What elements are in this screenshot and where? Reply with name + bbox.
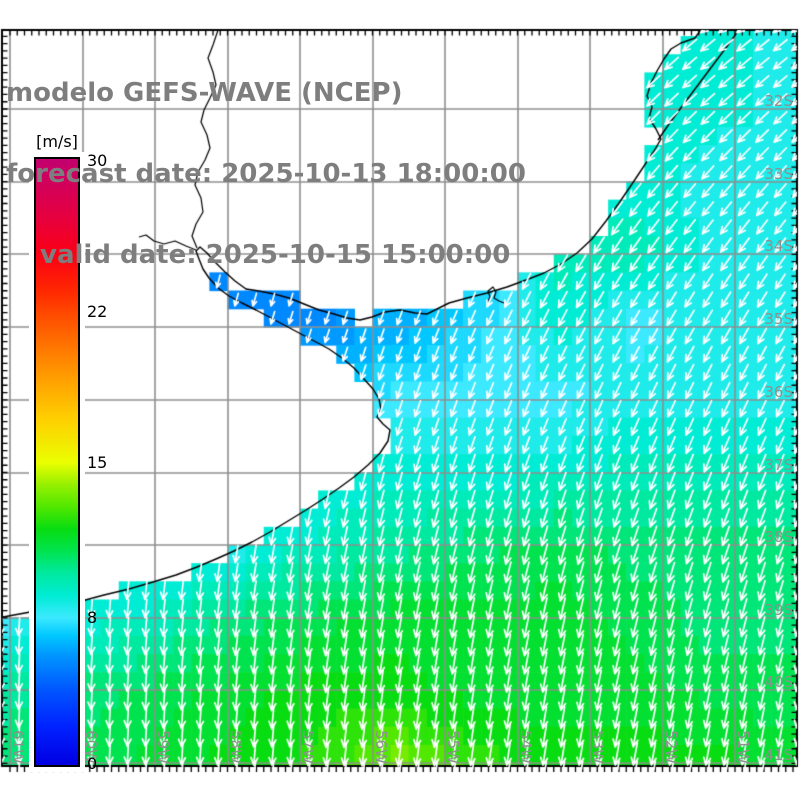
lon-label: 55W: [444, 730, 462, 764]
lon-label: 56W: [372, 730, 390, 764]
lat-label: 36S: [764, 383, 793, 401]
colorbar: [34, 157, 80, 767]
lon-label: 54W: [517, 730, 535, 764]
colorbar-tick-label: 0: [87, 754, 98, 773]
lon-label: 58W: [227, 730, 245, 764]
lon-label: 52W: [662, 730, 680, 764]
lat-label: 41S: [764, 746, 793, 764]
colorbar-tick-label: 30: [87, 151, 108, 170]
map-title-block: modelo GEFS-WAVE (NCEP) forecast date: 2…: [6, 26, 526, 323]
lon-label: 57W: [299, 730, 317, 764]
lat-label: 38S: [764, 528, 793, 546]
lat-label: 40S: [764, 673, 793, 691]
lon-label: 59W: [154, 730, 172, 764]
lat-label: 32S: [764, 92, 793, 110]
colorbar-gradient: [36, 159, 78, 765]
lat-label: 37S: [764, 456, 793, 474]
colorbar-tick-label: 22: [87, 302, 108, 321]
title-model-line: modelo GEFS-WAVE (NCEP): [6, 78, 403, 108]
title-valid-date: valid date: 2025-10-15 15:00:00: [40, 240, 511, 270]
colorbar-tick-label: 8: [87, 608, 98, 627]
lat-label: 39S: [764, 601, 793, 619]
title-forecast-date: forecast date: 2025-10-13 18:00:00: [6, 159, 526, 189]
colorbar-tick-label: 15: [87, 453, 108, 472]
colorbar-unit-label: [m/s]: [36, 132, 78, 151]
lat-label: 35S: [764, 310, 793, 328]
lat-label: 34S: [764, 237, 793, 255]
lon-label: 61W: [9, 730, 27, 764]
lon-label: 51W: [734, 730, 752, 764]
lat-label: 33S: [764, 165, 793, 183]
lon-label: 53W: [589, 730, 607, 764]
